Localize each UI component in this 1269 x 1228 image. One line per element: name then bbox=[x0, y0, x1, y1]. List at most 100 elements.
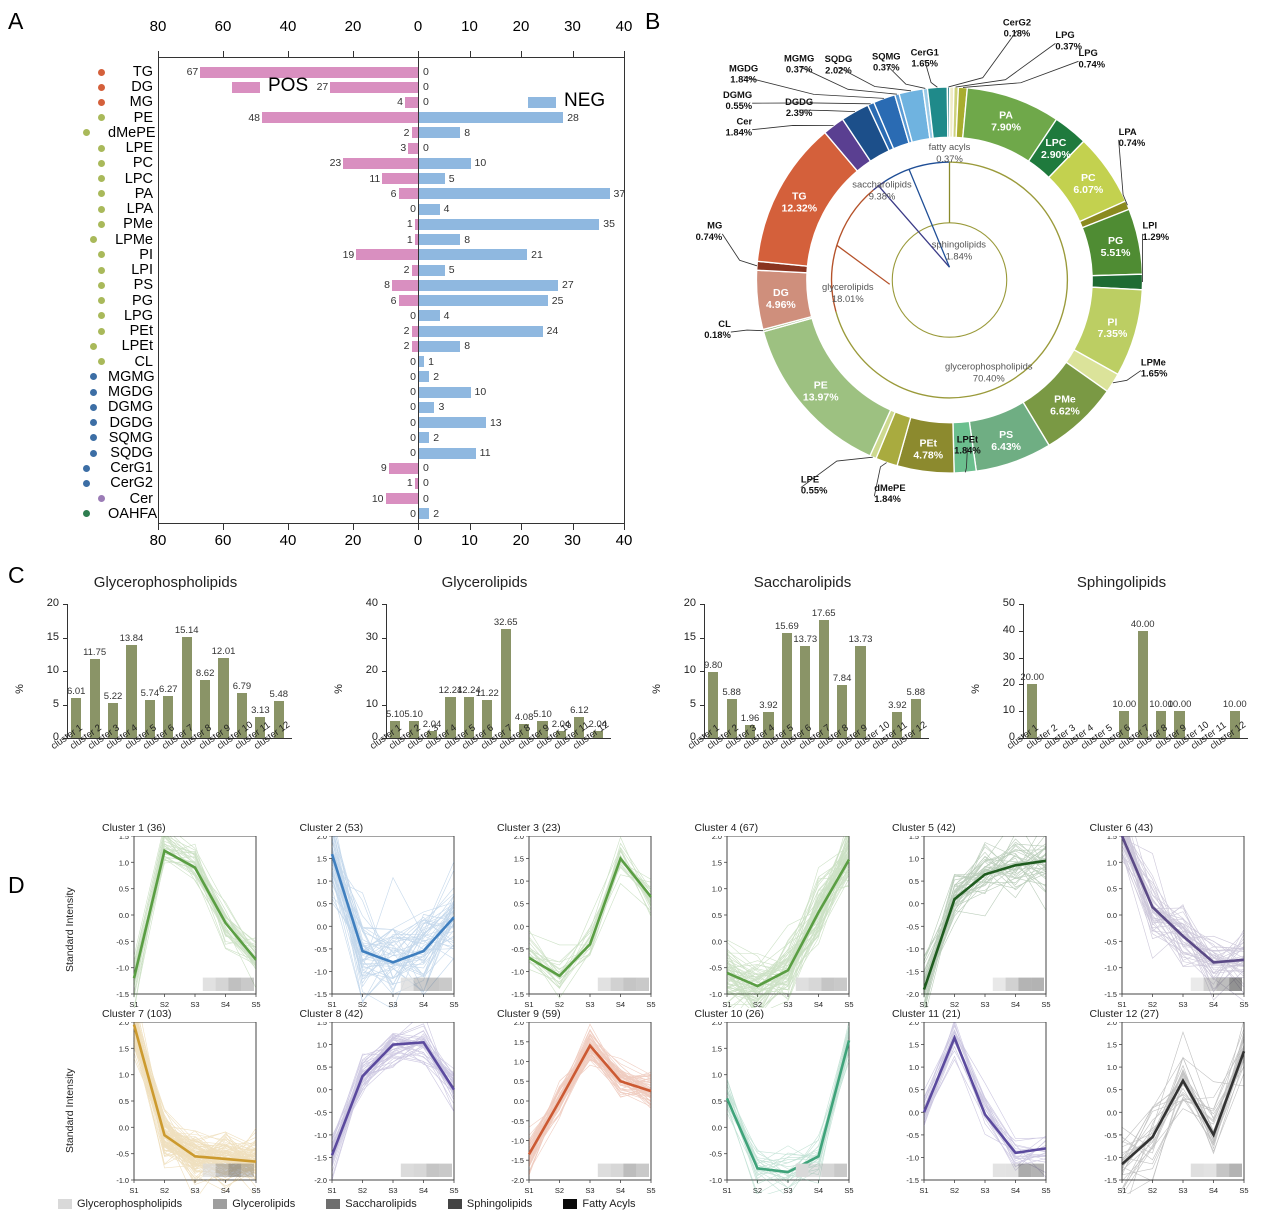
svg-text:0.5: 0.5 bbox=[1106, 885, 1116, 894]
svg-text:1.5: 1.5 bbox=[514, 1038, 524, 1047]
svg-text:LPI: LPI bbox=[1143, 220, 1158, 231]
svg-text:S1: S1 bbox=[129, 1186, 138, 1194]
svg-text:6.07%: 6.07% bbox=[1073, 184, 1103, 196]
svg-text:DGMG: DGMG bbox=[723, 89, 752, 100]
svg-text:4.96%: 4.96% bbox=[766, 299, 796, 311]
svg-text:S5: S5 bbox=[646, 1000, 655, 1008]
svg-text:S3: S3 bbox=[783, 1000, 792, 1008]
svg-text:0.0: 0.0 bbox=[1106, 1108, 1116, 1117]
svg-text:0.37%: 0.37% bbox=[873, 62, 900, 73]
svg-text:1.5: 1.5 bbox=[316, 855, 326, 864]
svg-text:-1.5: -1.5 bbox=[1104, 990, 1117, 999]
svg-text:2.39%: 2.39% bbox=[786, 107, 813, 118]
svg-text:S4: S4 bbox=[1011, 1186, 1020, 1194]
svg-text:Cer: Cer bbox=[737, 116, 753, 127]
svg-text:S4: S4 bbox=[1208, 1000, 1217, 1008]
svg-text:S4: S4 bbox=[221, 1000, 230, 1008]
svg-text:-1.5: -1.5 bbox=[511, 990, 524, 999]
svg-text:-1.0: -1.0 bbox=[709, 990, 722, 999]
svg-text:4.78%: 4.78% bbox=[913, 449, 943, 461]
svg-text:S2: S2 bbox=[950, 1000, 959, 1008]
svg-text:PG: PG bbox=[1108, 235, 1123, 247]
svg-text:2.0: 2.0 bbox=[316, 836, 326, 841]
svg-text:glycerophospholipids: glycerophospholipids bbox=[945, 361, 1033, 372]
svg-text:S2: S2 bbox=[950, 1186, 959, 1194]
svg-text:0.5: 0.5 bbox=[514, 900, 524, 909]
svg-text:-1.0: -1.0 bbox=[116, 1176, 129, 1185]
svg-text:0.0: 0.0 bbox=[514, 922, 524, 931]
svg-text:-1.5: -1.5 bbox=[906, 1176, 919, 1185]
svg-text:1.84%: 1.84% bbox=[726, 127, 753, 138]
svg-text:CerG1: CerG1 bbox=[911, 46, 939, 57]
svg-text:-1.5: -1.5 bbox=[511, 1156, 524, 1165]
svg-text:S3: S3 bbox=[1178, 1000, 1187, 1008]
svg-text:1.0: 1.0 bbox=[119, 1071, 129, 1080]
svg-text:-1.0: -1.0 bbox=[511, 967, 524, 976]
svg-text:1.5: 1.5 bbox=[711, 858, 721, 867]
svg-text:1.0: 1.0 bbox=[909, 1063, 919, 1072]
svg-text:2.0: 2.0 bbox=[514, 1022, 524, 1027]
svg-text:S5: S5 bbox=[251, 1000, 260, 1008]
svg-text:S3: S3 bbox=[1178, 1186, 1187, 1194]
svg-text:S4: S4 bbox=[418, 1186, 427, 1194]
svg-text:S1: S1 bbox=[327, 1000, 336, 1008]
svg-text:0.37%: 0.37% bbox=[936, 153, 963, 164]
svg-text:0.74%: 0.74% bbox=[1078, 58, 1105, 69]
svg-text:LPEt: LPEt bbox=[957, 433, 978, 444]
svg-text:0.5: 0.5 bbox=[909, 877, 919, 886]
svg-text:2.0: 2.0 bbox=[711, 1022, 721, 1027]
svg-text:2.0: 2.0 bbox=[1106, 1022, 1116, 1027]
svg-text:PE: PE bbox=[814, 380, 828, 392]
svg-text:1.0: 1.0 bbox=[1106, 1063, 1116, 1072]
svg-text:saccharolipids: saccharolipids bbox=[852, 179, 912, 190]
svg-text:-0.5: -0.5 bbox=[511, 1117, 524, 1126]
svg-text:CerG2: CerG2 bbox=[1003, 16, 1031, 27]
svg-text:LPA: LPA bbox=[1119, 126, 1137, 137]
svg-text:6.43%: 6.43% bbox=[991, 441, 1021, 453]
svg-text:PA: PA bbox=[999, 109, 1013, 121]
svg-text:-1.5: -1.5 bbox=[906, 967, 919, 976]
svg-text:1.65%: 1.65% bbox=[1141, 368, 1168, 379]
svg-text:PS: PS bbox=[999, 429, 1013, 441]
svg-text:MGDG: MGDG bbox=[729, 63, 758, 74]
svg-text:0.5: 0.5 bbox=[514, 1077, 524, 1086]
svg-text:sphingolipids: sphingolipids bbox=[932, 239, 987, 250]
svg-text:S4: S4 bbox=[616, 1000, 625, 1008]
svg-text:-1.0: -1.0 bbox=[1104, 964, 1117, 973]
svg-text:0.18%: 0.18% bbox=[1004, 28, 1031, 39]
svg-text:-1.5: -1.5 bbox=[314, 1153, 327, 1162]
svg-text:1.5: 1.5 bbox=[1106, 1041, 1116, 1050]
svg-text:S5: S5 bbox=[1239, 1000, 1248, 1008]
svg-text:0.5: 0.5 bbox=[711, 911, 721, 920]
svg-text:S5: S5 bbox=[844, 1186, 853, 1194]
svg-text:0.0: 0.0 bbox=[909, 900, 919, 909]
svg-text:0.0: 0.0 bbox=[119, 911, 129, 920]
svg-text:1.0: 1.0 bbox=[1106, 858, 1116, 867]
svg-text:-1.5: -1.5 bbox=[116, 990, 129, 999]
svg-text:1.0: 1.0 bbox=[909, 855, 919, 864]
svg-text:S1: S1 bbox=[919, 1186, 928, 1194]
svg-text:7.90%: 7.90% bbox=[991, 121, 1021, 133]
svg-text:S5: S5 bbox=[1041, 1186, 1050, 1194]
svg-text:S3: S3 bbox=[585, 1186, 594, 1194]
svg-text:0.0: 0.0 bbox=[711, 937, 721, 946]
svg-text:0.5: 0.5 bbox=[909, 1086, 919, 1095]
svg-text:S5: S5 bbox=[1239, 1186, 1248, 1194]
svg-text:DGDG: DGDG bbox=[785, 96, 813, 107]
svg-text:13.97%: 13.97% bbox=[803, 392, 839, 404]
svg-text:LPMe: LPMe bbox=[1141, 356, 1166, 367]
svg-text:-1.0: -1.0 bbox=[314, 1131, 327, 1140]
svg-text:0.0: 0.0 bbox=[711, 1123, 721, 1132]
svg-text:-0.5: -0.5 bbox=[1104, 937, 1117, 946]
svg-text:9.38%: 9.38% bbox=[869, 191, 896, 202]
svg-text:DG: DG bbox=[773, 287, 789, 299]
svg-text:-2.0: -2.0 bbox=[511, 1176, 524, 1185]
svg-text:LPG: LPG bbox=[1055, 29, 1074, 40]
svg-text:S3: S3 bbox=[980, 1000, 989, 1008]
svg-text:TG: TG bbox=[792, 191, 807, 203]
svg-text:1.0: 1.0 bbox=[514, 1058, 524, 1067]
svg-text:SQDG: SQDG bbox=[825, 53, 853, 64]
svg-text:1.84%: 1.84% bbox=[946, 250, 973, 261]
svg-text:-0.5: -0.5 bbox=[1104, 1131, 1117, 1140]
svg-text:-0.5: -0.5 bbox=[116, 937, 129, 946]
